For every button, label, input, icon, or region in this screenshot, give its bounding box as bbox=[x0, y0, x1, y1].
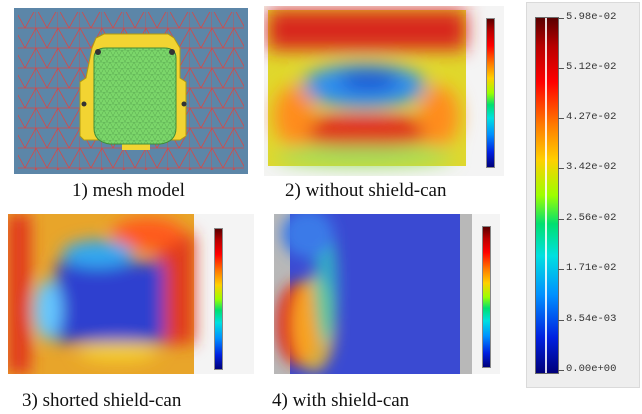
legend-colorbar bbox=[535, 17, 559, 374]
caption-without-shield-can: 2) without shield-can bbox=[285, 180, 447, 201]
shorted-shield-can-panel bbox=[8, 214, 254, 374]
caption-mesh-model: 1) mesh model bbox=[72, 180, 185, 201]
with-shield-can-panel bbox=[274, 214, 500, 374]
legend-label-4: 3.42e-02 bbox=[566, 161, 617, 173]
legend-label-min: 0.00e+00 bbox=[566, 363, 617, 375]
mini-colorbar-4 bbox=[482, 226, 491, 368]
legend-label-6: 1.71e-02 bbox=[566, 262, 617, 274]
legend-label-3: 4.27e-02 bbox=[566, 111, 617, 123]
field-map-with-shield bbox=[274, 214, 472, 374]
mini-colorbar-3 bbox=[214, 228, 223, 370]
without-shield-can-panel bbox=[264, 6, 504, 176]
mesh-model-panel bbox=[14, 8, 248, 174]
caption-shorted-shield-can: 3) shorted shield-can bbox=[22, 390, 182, 411]
legend-label-max: 5.98e-02 bbox=[566, 11, 617, 23]
field-map-without-shield bbox=[268, 10, 466, 166]
legend-label-2: 5.12e-02 bbox=[566, 61, 617, 73]
legend-label-5: 2.56e-02 bbox=[566, 212, 617, 224]
caption-with-shield-can: 4) with shield-can bbox=[272, 390, 410, 411]
mesh-model-image bbox=[14, 8, 248, 174]
field-map-shorted-shield bbox=[8, 214, 194, 374]
mini-colorbar-2 bbox=[486, 18, 495, 168]
legend-label-7: 8.54e-03 bbox=[566, 313, 617, 325]
